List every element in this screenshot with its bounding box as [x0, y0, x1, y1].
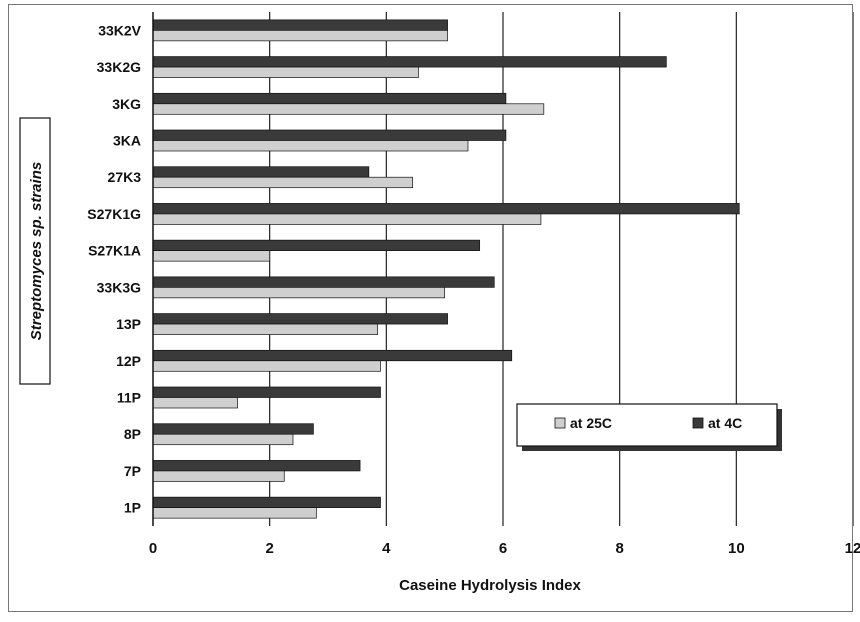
category-label: 11P: [117, 390, 141, 406]
category-label: 3KA: [113, 133, 141, 149]
bar-25c: [152, 213, 542, 225]
bar-4c: [152, 92, 507, 105]
y-axis-title: Streptomyces sp. strains: [28, 162, 45, 340]
category-label: 33K2V: [98, 22, 141, 38]
bar-25c: [152, 30, 448, 42]
bar-25c: [152, 140, 469, 152]
x-tick-label: 12: [845, 540, 860, 557]
category-label: 12P: [116, 353, 141, 369]
bar-4c: [152, 239, 481, 251]
bar-4c: [152, 203, 740, 215]
x-tick-label: 2: [265, 540, 273, 557]
bar-4c: [152, 460, 361, 472]
legend: at 25C at 4C: [516, 403, 782, 451]
x-axis-title: Caseine Hydrolysis Index: [399, 577, 581, 594]
category-label: 1P: [124, 500, 141, 516]
category-labels: 33K2V 33K2G 3KG 3KA 27K3 S27K1G S27K1A 33K3G 13P…: [87, 22, 141, 515]
bar-25c: [152, 433, 294, 446]
y-axis-title-box: Streptomyces sp. strains: [19, 117, 51, 385]
x-tick-label: 10: [728, 540, 745, 557]
bar-4c: [152, 349, 513, 362]
category-label: 8P: [124, 426, 141, 442]
x-tick-label: 0: [149, 540, 157, 557]
category-label: 33K2G: [97, 59, 141, 75]
bar-4c: [152, 56, 667, 68]
bar-25c: [152, 287, 446, 299]
bar-4c: [152, 423, 314, 435]
legend-swatch: [554, 417, 566, 429]
bar-25c: [152, 360, 381, 372]
category-label: 7P: [124, 463, 141, 479]
bar-25c: [152, 66, 419, 78]
bar-25c: [152, 103, 545, 115]
bar-4c: [152, 276, 495, 288]
category-label: 3KG: [112, 96, 141, 112]
bar-4c: [152, 129, 507, 141]
bar-25c: [152, 176, 413, 189]
category-label: S27K1A: [88, 243, 141, 259]
category-label: 33K3G: [97, 279, 141, 295]
legend-label: at 4C: [708, 415, 742, 431]
bar-25c: [152, 323, 378, 335]
bar-4c: [152, 313, 448, 325]
bar-25c: [152, 250, 271, 262]
x-tick-labels: 0 2 4 6 8 10 12: [149, 540, 860, 557]
category-label: 13P: [116, 316, 141, 332]
x-tick-label: 4: [382, 540, 391, 557]
category-label: 27K3: [108, 169, 142, 185]
x-tick-label: 6: [499, 540, 507, 557]
bar-4c: [152, 386, 381, 398]
bar-25c: [152, 397, 238, 409]
bar-25c: [152, 470, 285, 482]
bar-4c: [152, 19, 448, 31]
x-tick-label: 8: [615, 540, 623, 557]
bar-4c: [152, 496, 381, 508]
legend-label: at 25C: [570, 415, 612, 431]
legend-swatch: [692, 417, 704, 429]
category-label: S27K1G: [87, 206, 141, 222]
bar-4c: [152, 166, 370, 178]
bar-25c: [152, 507, 317, 519]
